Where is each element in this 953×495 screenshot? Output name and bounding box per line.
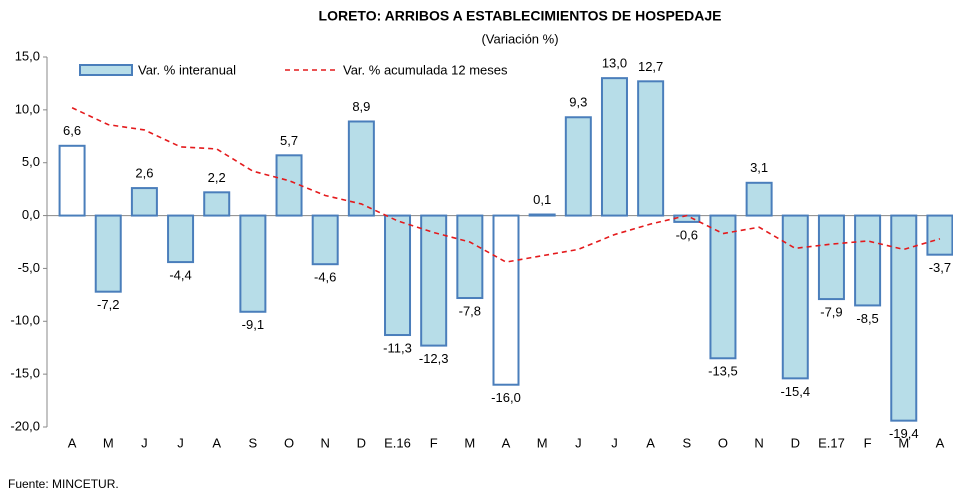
x-tick-label: F (864, 435, 872, 450)
bar (600, 77, 628, 217)
x-tick-label: E.16 (384, 435, 411, 450)
y-tick-label: -5,0 (18, 260, 40, 275)
value-label: -3,7 (929, 260, 951, 275)
value-label: -16,0 (491, 390, 521, 405)
value-label: 12,7 (638, 59, 663, 74)
y-tick-label: 5,0 (22, 154, 40, 169)
y-tick-label: 0,0 (22, 207, 40, 222)
chart-subtitle: (Variación %) (481, 31, 558, 46)
y-tick-label: -20,0 (10, 418, 40, 433)
bar (130, 187, 158, 217)
value-label: 13,0 (602, 56, 627, 71)
x-tick-label: O (284, 435, 294, 450)
bar (745, 181, 773, 217)
bar (781, 214, 809, 380)
chart-title: LORETO: ARRIBOS A ESTABLECIMIENTOS DE HO… (319, 8, 722, 24)
x-tick-label: A (212, 435, 221, 450)
x-tick-label: J (575, 435, 582, 450)
y-tick-label: -15,0 (10, 366, 40, 381)
bar (890, 214, 918, 422)
x-tick-label: S (249, 435, 258, 450)
x-tick-label: E.17 (818, 435, 845, 450)
y-tick-label: 10,0 (15, 101, 40, 116)
x-tick-label: J (141, 435, 148, 450)
bar (637, 80, 665, 217)
source: Fuente: MINCETUR. (8, 477, 119, 491)
value-label: 5,7 (280, 133, 298, 148)
value-label: -9,1 (242, 317, 264, 332)
x-tick-label: N (754, 435, 763, 450)
value-label: -8,5 (856, 311, 878, 326)
bar (94, 214, 122, 293)
legend-label: Var. % acumulada 12 meses (343, 62, 508, 77)
x-tick-label: O (718, 435, 728, 450)
bar (854, 214, 882, 307)
bar (58, 144, 86, 217)
bar (709, 214, 737, 360)
x-tick-label: M (537, 435, 548, 450)
value-label: -11,3 (383, 340, 412, 355)
x-tick-label: M (103, 435, 114, 450)
bar (347, 120, 375, 217)
bar (817, 214, 845, 301)
value-label: 8,9 (352, 99, 370, 114)
value-label: -7,9 (820, 305, 842, 320)
bar (564, 116, 592, 217)
x-tick-label: A (936, 435, 945, 450)
x-tick-label: A (646, 435, 655, 450)
value-label: -7,2 (97, 297, 119, 312)
x-tick-label: A (68, 435, 77, 450)
value-label: 3,1 (750, 160, 768, 175)
value-label: -7,8 (459, 303, 481, 318)
bar (167, 214, 195, 264)
value-label: -15,4 (780, 384, 810, 399)
bar (673, 214, 701, 223)
x-tick-label: A (502, 435, 511, 450)
value-label: -4,6 (314, 270, 336, 285)
x-tick-label: M (464, 435, 475, 450)
legend-label: Var. % interanual (138, 62, 236, 77)
x-tick-label: M (898, 435, 909, 450)
bar (311, 214, 339, 266)
value-label: 6,6 (63, 123, 81, 138)
value-label: -13,5 (708, 364, 738, 379)
x-tick-label: D (791, 435, 800, 450)
bar (275, 154, 303, 217)
value-label: 0,1 (533, 192, 551, 207)
bar (384, 214, 412, 337)
bar (456, 214, 484, 300)
x-tick-label: F (430, 435, 438, 450)
bar (420, 214, 448, 347)
bar (239, 214, 267, 313)
bar (203, 191, 231, 217)
y-tick-label: -10,0 (10, 313, 40, 328)
value-label: 2,6 (135, 166, 153, 181)
bar (528, 213, 556, 217)
value-label: -4,4 (169, 268, 191, 283)
value-label: -12,3 (419, 351, 449, 366)
value-label: 2,2 (208, 170, 226, 185)
y-tick-label: 15,0 (15, 48, 40, 63)
x-tick-label: S (682, 435, 691, 450)
x-tick-label: J (177, 435, 184, 450)
x-tick-label: J (611, 435, 618, 450)
bar (926, 214, 953, 256)
value-label: 9,3 (569, 95, 587, 110)
x-tick-label: N (321, 435, 330, 450)
legend-swatch (79, 64, 133, 76)
bar (492, 214, 520, 386)
value-label: -0,6 (676, 227, 698, 242)
x-tick-label: D (357, 435, 366, 450)
value-label: -19,4 (889, 426, 919, 441)
